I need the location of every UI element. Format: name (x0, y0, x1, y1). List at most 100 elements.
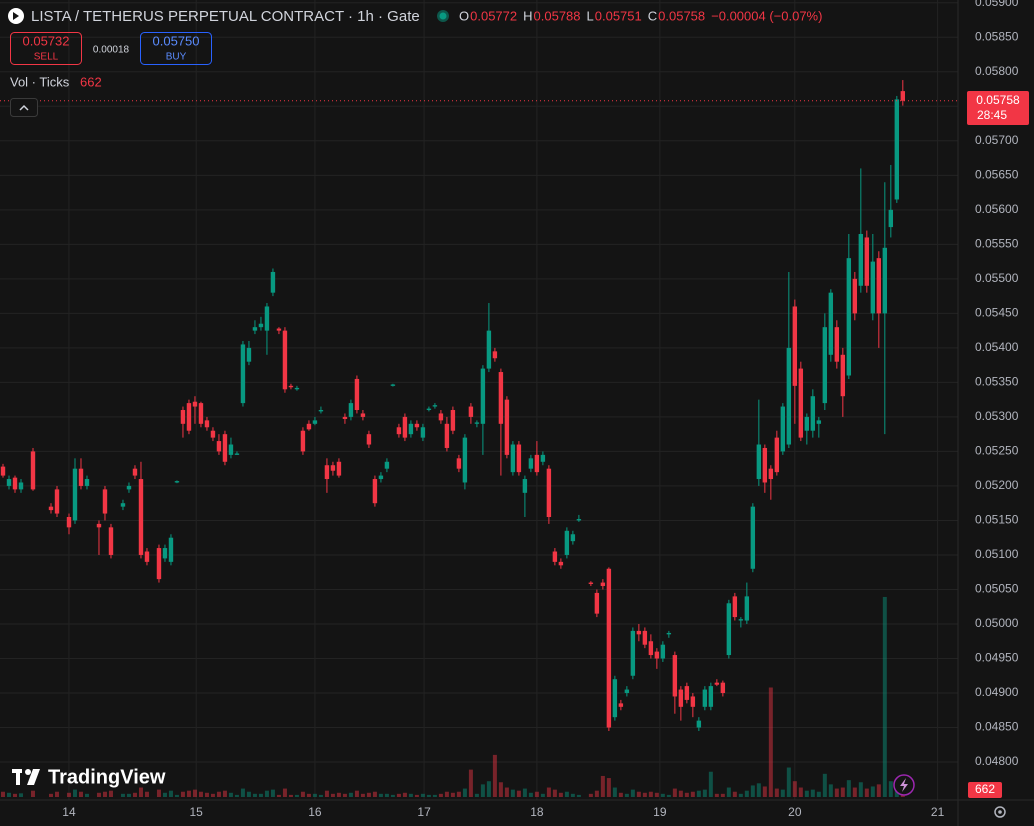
volume-bar (492, 754, 497, 797)
buy-price: 0.05750 (153, 33, 200, 48)
candle-body (210, 430, 216, 438)
grid (0, 0, 958, 800)
volume-bar (864, 788, 869, 797)
candle-body (570, 534, 576, 542)
candle-body (660, 644, 666, 659)
brand-name: TradingView (48, 766, 166, 788)
y-tick-label: 0.05850 (975, 29, 1019, 43)
candle-body (216, 441, 222, 452)
volume-bar (180, 791, 185, 797)
volume-bar (444, 791, 449, 797)
volume-bar (66, 792, 71, 797)
volume-bar (324, 790, 329, 797)
candle-body (78, 468, 84, 486)
volume-bar (396, 793, 401, 797)
candle-body (528, 458, 534, 469)
volume-bar (744, 790, 749, 797)
candle-body (306, 423, 312, 430)
volume-bar (600, 775, 605, 797)
volume-bar (342, 793, 347, 797)
y-tick-label: 0.04900 (975, 685, 1019, 699)
buy-button[interactable] (140, 32, 212, 65)
volume-bar (312, 793, 317, 797)
candle-body (384, 461, 390, 469)
candle-body (258, 323, 264, 328)
candle-body (762, 447, 768, 483)
volume-bar (510, 789, 515, 797)
volume-bar (666, 794, 671, 797)
candle-body (66, 516, 72, 528)
candle-body (402, 416, 408, 438)
spread: 0.00018 (93, 45, 130, 56)
candle-body (372, 479, 378, 504)
volume-bar (264, 790, 269, 797)
y-tick-label: 0.05500 (975, 271, 1019, 285)
y-tick-label: 0.05150 (975, 513, 1019, 527)
volume-bar (120, 793, 125, 797)
volume-bar (240, 788, 245, 797)
candle-body (144, 551, 150, 562)
volume-bar (636, 791, 641, 797)
brand-logo: TradingView (12, 766, 166, 788)
price-tag-bg (967, 91, 1029, 125)
settings-button[interactable] (994, 806, 1006, 818)
volume-bar (486, 781, 491, 797)
candle-body (630, 630, 636, 676)
candle-body (234, 453, 240, 455)
candle-body (522, 479, 528, 493)
volume-bar (282, 788, 287, 797)
sell-button[interactable] (10, 32, 82, 65)
candle-body (162, 548, 168, 559)
candle-body (366, 434, 372, 445)
volume-bar (624, 793, 629, 797)
candle-body (810, 396, 816, 431)
candle-body (804, 416, 810, 431)
candle-body (780, 406, 786, 452)
candle-body (6, 479, 12, 486)
candle-body (900, 91, 906, 101)
volume-bar (174, 794, 179, 797)
x-tick-label: 15 (189, 805, 203, 819)
volume-bar (360, 793, 365, 797)
candle-body (390, 384, 396, 386)
candle-body (360, 413, 366, 417)
candle-body (714, 682, 720, 685)
volume-bar (654, 792, 659, 797)
candle-body (702, 689, 708, 707)
volume-bar (576, 794, 581, 797)
volume-bar (462, 788, 467, 797)
candle-body (792, 306, 798, 386)
candle-body (432, 405, 438, 407)
volume-bar (798, 787, 803, 797)
candle-body (576, 519, 582, 521)
volume-bar (612, 787, 617, 797)
volume-bar (564, 791, 569, 797)
collapse-icon (19, 104, 29, 111)
y-tick-label: 0.05250 (975, 444, 1019, 458)
volume-bar (474, 793, 479, 797)
volume-bar (354, 790, 359, 797)
volume-bar (822, 773, 827, 797)
candle-body (654, 651, 660, 659)
x-tick-label: 16 (308, 805, 322, 819)
volume-bar (372, 791, 377, 797)
candle-body (618, 703, 624, 707)
candle-body (606, 568, 612, 728)
candle-body (708, 686, 714, 707)
candle-body (732, 596, 738, 618)
candle-body (612, 679, 618, 718)
candle-body (828, 292, 834, 355)
volume-bar (714, 793, 719, 797)
candle-body (504, 399, 510, 455)
candle-body (540, 454, 546, 462)
collapse-button[interactable] (10, 98, 38, 117)
volume-bar (570, 793, 575, 797)
volume-bar (834, 788, 839, 797)
candle-body (330, 465, 336, 471)
volume-bar (588, 793, 593, 797)
volume-bar (252, 793, 257, 797)
volume-legend: Vol · Ticks (10, 74, 70, 89)
volume-bar (318, 794, 323, 797)
volume-bar (126, 793, 131, 797)
candle-body (894, 99, 900, 200)
